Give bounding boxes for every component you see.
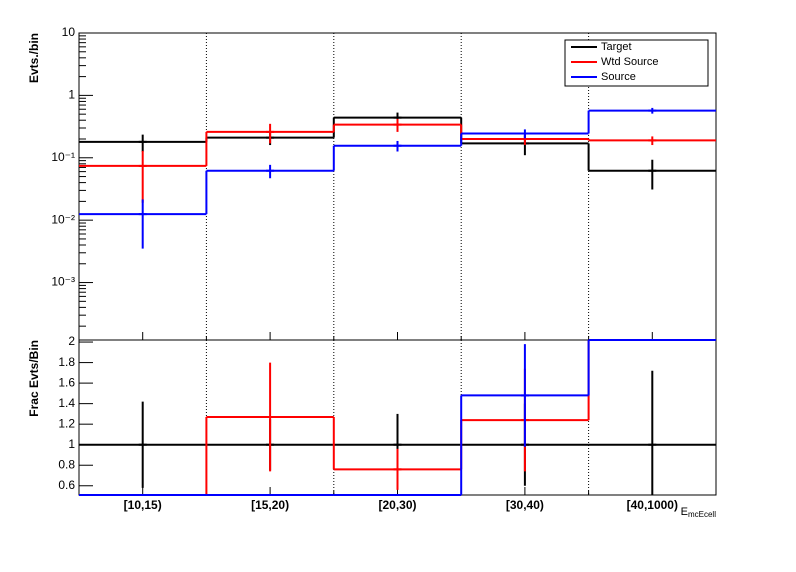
error-group [138,199,147,249]
legend-label: Wtd Source [601,56,658,68]
y-tick-label: 10⁻¹ [51,150,75,164]
x-tick-label: [20,30) [378,498,416,512]
y-tick-label: 1.8 [58,355,75,369]
y-tick-label: 0.6 [58,478,75,492]
y-axis-label: Frac Evts/Bin [27,340,41,417]
y-tick-label: 10 [62,25,76,39]
error-group [648,107,657,114]
error-group [648,370,657,495]
error-group [393,118,402,132]
legend-label: Target [601,41,632,53]
error-group [520,344,529,447]
x-tick-label: [30,40) [506,498,544,512]
x-tick-label: [15,20) [251,498,289,512]
y-axis-label: Evts./bin [27,33,41,83]
error-group [266,123,275,144]
x-axis-label-main: E [681,506,688,518]
y-tick-label: 1 [68,437,75,451]
error-group [648,136,657,146]
y-tick-label: 1.2 [58,416,75,430]
y-tick-label: 10⁻³ [51,275,75,289]
x-axis-label-sub: mcEcell [688,510,716,519]
x-axis-label: EmcEcell [681,506,717,519]
error-group [648,159,657,190]
error-group [393,140,402,152]
y-tick-label: 2 [68,334,75,348]
error-group [266,164,275,179]
error-group [393,448,402,490]
y-tick-label: 1.4 [58,396,75,410]
y-tick-label: 1.6 [58,375,75,389]
y-tick-label: 10⁻² [51,212,75,226]
error-group [138,134,147,152]
error-group [266,362,275,472]
y-tick-label: 1 [68,88,75,102]
error-group [138,150,147,203]
x-tick-label: [40,1000) [627,498,678,512]
error-group [138,401,147,488]
y-tick-label: 0.8 [58,457,75,471]
error-group [520,129,529,139]
legend-label: Source [601,71,636,83]
x-tick-label: [10,15) [124,498,162,512]
